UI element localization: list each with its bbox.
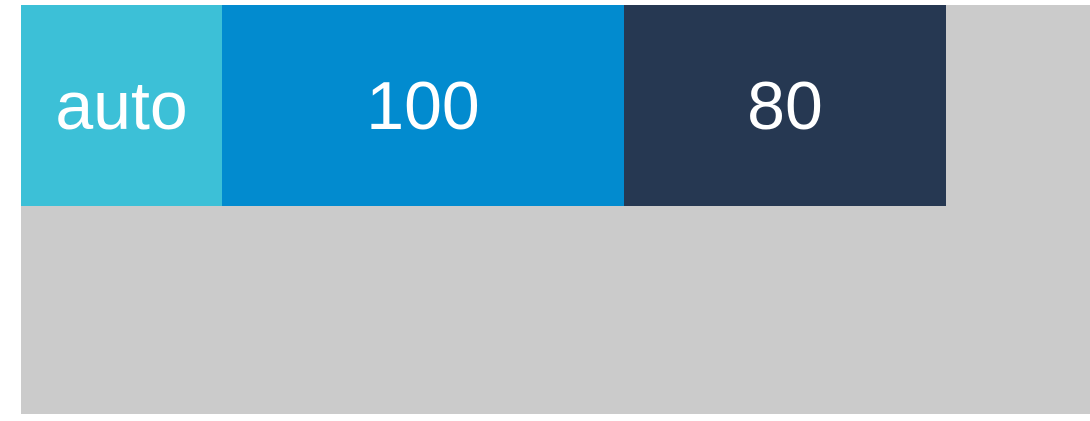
flex-item-label: 80: [747, 67, 823, 144]
flex-item-80: 80: [624, 5, 946, 206]
flex-row: auto 100 80: [21, 5, 946, 206]
flex-item-label: 100: [366, 67, 480, 144]
flex-item-100: 100: [222, 5, 624, 206]
flex-item-label: auto: [55, 67, 188, 144]
flex-item-auto: auto: [21, 5, 222, 206]
flex-container: auto 100 80: [21, 5, 1090, 414]
